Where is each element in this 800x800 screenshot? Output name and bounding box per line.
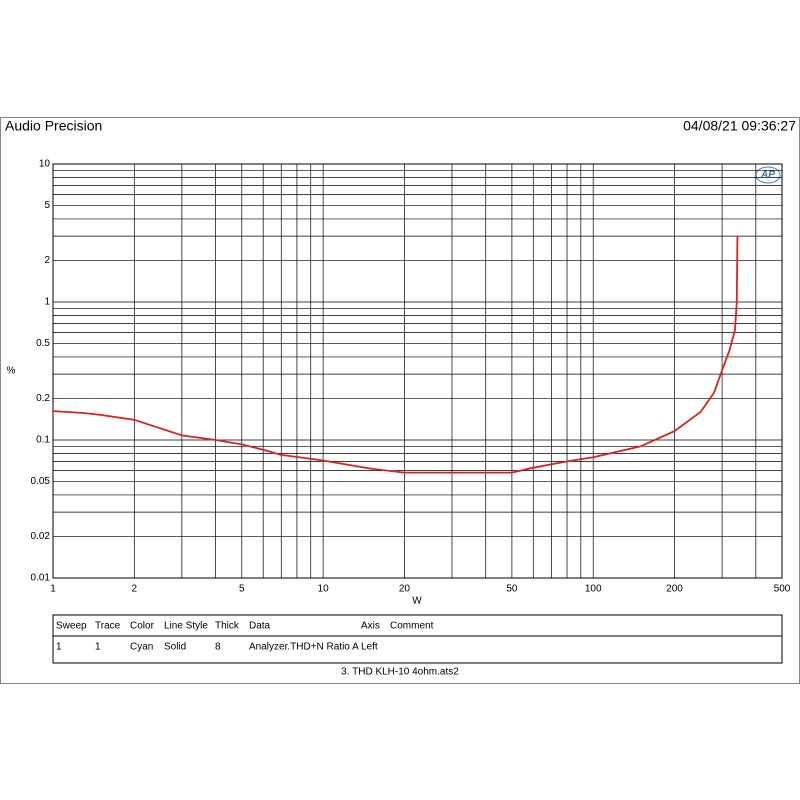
y-tick-label: 2 xyxy=(44,255,50,266)
legend-cell: Cyan xyxy=(130,642,153,653)
legend-header: Data xyxy=(249,621,271,632)
legend-header: Thick xyxy=(215,621,240,632)
frame xyxy=(0,117,800,684)
header-right: 04/08/21 09:36:27 xyxy=(683,118,796,134)
x-tick-label: 2 xyxy=(132,584,138,595)
legend-cell: 8 xyxy=(215,642,221,653)
legend-header: Comment xyxy=(390,621,434,632)
y-tick-label: 0.02 xyxy=(31,531,51,542)
x-tick-label: 1 xyxy=(50,584,56,595)
x-tick-label: 5 xyxy=(239,584,245,595)
plot-border xyxy=(52,163,783,579)
x-axis-label: W xyxy=(412,596,422,607)
legend-header: Line Style xyxy=(164,621,208,632)
y-tick-label: 0.1 xyxy=(36,435,50,446)
logo: AP xyxy=(760,170,775,181)
y-tick-label: 10 xyxy=(39,159,51,170)
x-tick-label: 20 xyxy=(399,584,411,595)
y-tick-label: 1 xyxy=(44,297,50,308)
y-tick-label: 0.01 xyxy=(31,573,51,584)
legend-header: Color xyxy=(130,621,155,632)
legend-cell: Solid xyxy=(164,642,186,653)
data-line xyxy=(52,236,739,474)
legend-cell: Left xyxy=(361,642,378,653)
legend-table xyxy=(52,614,783,664)
header-left: Audio Precision xyxy=(5,118,102,134)
x-tick-label: 10 xyxy=(318,584,330,595)
legend-cell: 1 xyxy=(95,642,101,653)
legend-header: Sweep xyxy=(56,621,87,632)
y-tick-label: 0.5 xyxy=(36,338,50,349)
y-tick-label: 5 xyxy=(44,200,50,211)
legend-header: Trace xyxy=(95,621,121,632)
x-tick-label: 50 xyxy=(506,584,518,595)
x-tick-label: 100 xyxy=(585,584,602,595)
y-tick-label: 0.2 xyxy=(36,393,50,404)
legend-cell: Analyzer.THD+N Ratio A xyxy=(249,642,359,653)
y-axis-label: % xyxy=(7,366,16,377)
legend-cell: 1 xyxy=(56,642,62,653)
x-tick-label: 500 xyxy=(774,584,791,595)
y-tick-label: 0.05 xyxy=(31,476,51,487)
legend-header: Axis xyxy=(361,621,380,632)
x-tick-label: 200 xyxy=(666,584,683,595)
footer: 3. THD KLH-10 4ohm.ats2 xyxy=(341,667,459,678)
